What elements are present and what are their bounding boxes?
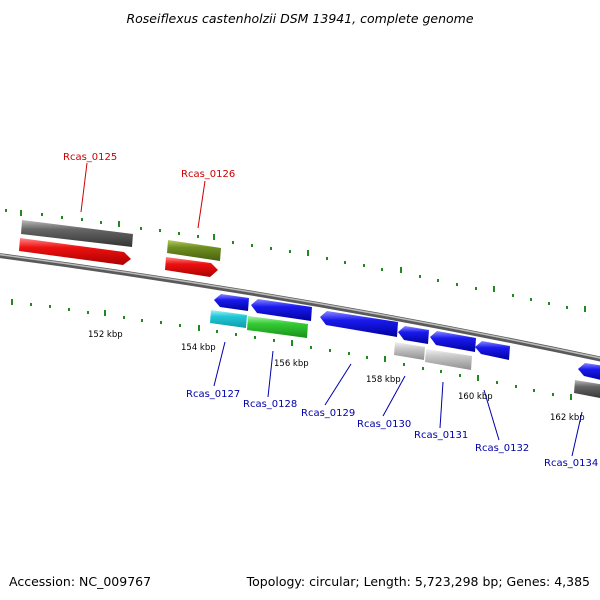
gene-label-rcas-0128[interactable]: Rcas_0128 [243, 399, 297, 410]
gene-rcas-0128[interactable] [251, 299, 312, 321]
gene-label-rcas-0126[interactable]: Rcas_0126 [181, 169, 235, 180]
gene-rcas-0130[interactable] [398, 326, 429, 344]
kbp-label-162: 162 kbp [550, 413, 585, 423]
leader-rcas-0134 [571, 411, 583, 457]
leader-rcas-0132 [483, 389, 500, 441]
kbp-label-156: 156 kbp [274, 359, 309, 369]
gene-rcas-0131-light[interactable] [425, 349, 472, 370]
gene-rcas-0125[interactable] [19, 238, 131, 265]
kbp-label-152: 152 kbp [88, 330, 123, 340]
gene-rcas-0130-light[interactable] [394, 342, 425, 360]
gene-rcas-0125-gray[interactable] [21, 220, 133, 247]
gene-label-rcas-0129[interactable]: Rcas_0129 [301, 408, 355, 419]
kbp-label-158: 158 kbp [366, 375, 401, 385]
upper-tick-ring [5, 209, 586, 312]
gene-rcas-0134-gray[interactable] [574, 380, 600, 399]
gene-label-rcas-0134[interactable]: Rcas_0134 [544, 458, 598, 469]
accession-text: Accession: NC_009767 [9, 574, 151, 589]
lower-tick-ring [11, 299, 572, 400]
leader-rcas-0130 [382, 375, 406, 417]
gene-rcas-0127-cyan[interactable] [210, 310, 247, 328]
leader-rcas-0127 [213, 341, 226, 387]
gene-rcas-0134[interactable] [578, 363, 600, 381]
gene-rcas-0131[interactable] [430, 331, 476, 352]
leader-rcas-0128 [267, 350, 274, 398]
gene-rcas-0126[interactable] [165, 257, 218, 277]
gene-rcas-0127[interactable] [214, 294, 249, 311]
leader-rcas-0129 [324, 363, 352, 406]
gene-rcas-0129[interactable] [320, 311, 398, 337]
gene-label-rcas-0131[interactable]: Rcas_0131 [414, 430, 468, 441]
leader-rcas-0125 [80, 162, 88, 213]
genome-backbone-highlight [0, 253, 600, 359]
genome-backbone [0, 253, 600, 362]
genome-title: Roseiflexus castenholzii DSM 13941, comp… [126, 11, 473, 26]
kbp-label-154: 154 kbp [181, 343, 216, 353]
gene-label-rcas-0132[interactable]: Rcas_0132 [475, 443, 529, 454]
gene-label-rcas-0130[interactable]: Rcas_0130 [357, 419, 411, 430]
leader-rcas-0126 [197, 180, 206, 229]
kbp-label-160: 160 kbp [458, 392, 493, 402]
gene-label-rcas-0125[interactable]: Rcas_0125 [63, 152, 117, 163]
leader-rcas-0131 [439, 381, 444, 429]
genome-summary-text: Topology: circular; Length: 5,723,298 bp… [246, 574, 590, 589]
gene-rcas-0128-green[interactable] [247, 316, 308, 338]
gene-rcas-0126-olive[interactable] [167, 240, 221, 261]
gene-rcas-0132[interactable] [475, 341, 510, 360]
gene-label-rcas-0127[interactable]: Rcas_0127 [186, 389, 240, 400]
